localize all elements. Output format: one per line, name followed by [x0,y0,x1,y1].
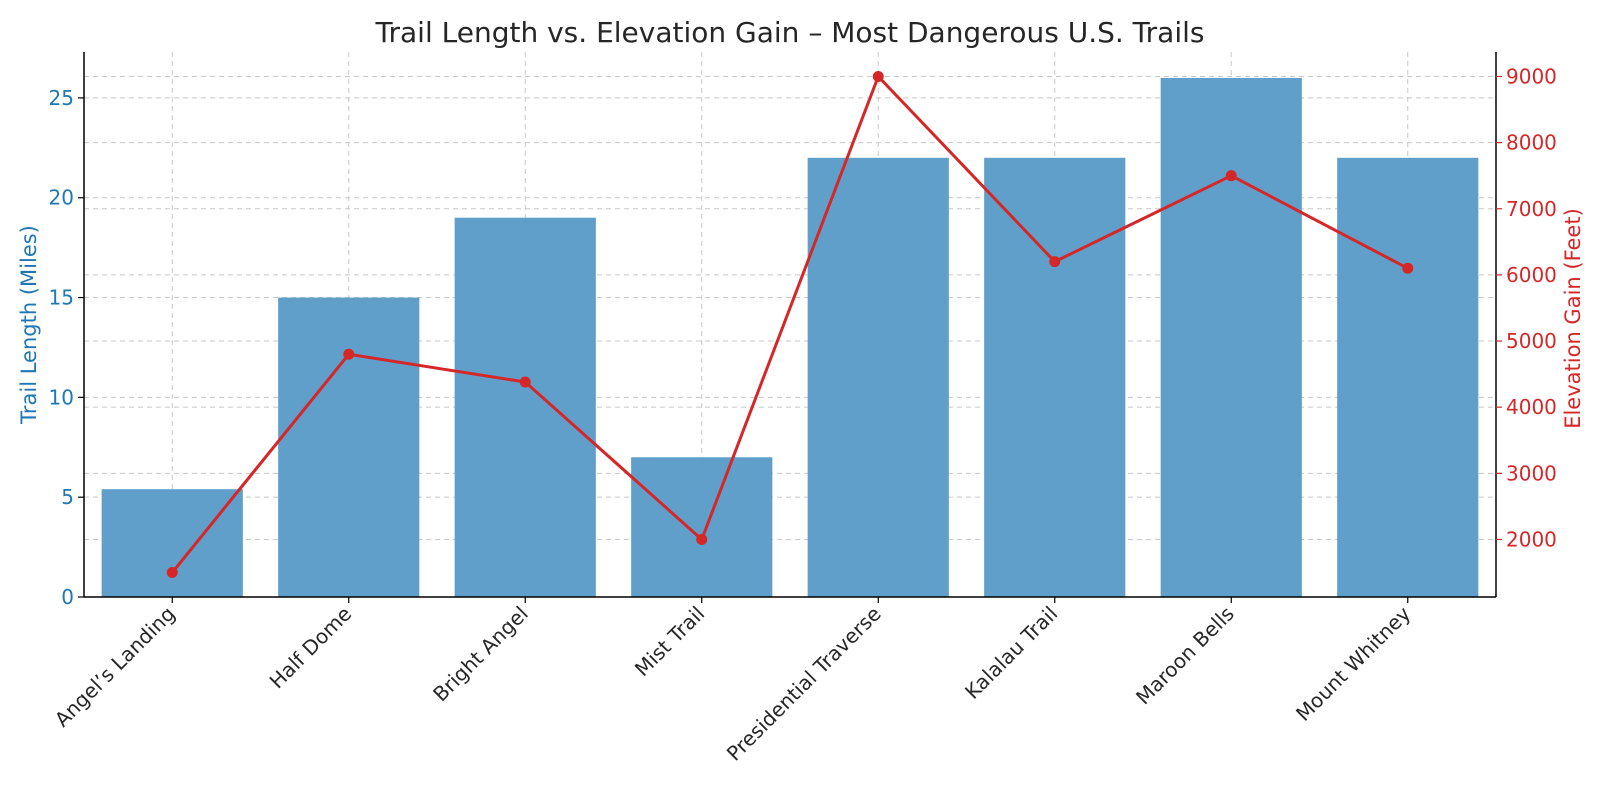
bar-7 [1337,157,1479,598]
elevation-point-6 [1225,170,1237,182]
bar-5 [984,157,1126,598]
right-tick-label-7000: 7000 [1506,197,1557,221]
x-tick-label-2: Bright Angel [428,602,533,707]
right-tick-label-4000: 4000 [1506,395,1557,419]
left-tick-label-25: 25 [49,86,74,110]
right-tick-label-6000: 6000 [1506,263,1557,287]
right-tick-label-8000: 8000 [1506,131,1557,155]
y-axis-label-left: Trail Length (Miles) [17,225,41,425]
elevation-point-0 [166,567,178,579]
chart-title: Trail Length vs. Elevation Gain – Most D… [375,16,1205,49]
left-tick-label-20: 20 [49,186,74,210]
left-axis-ticks: 0 5 10 15 20 25 [49,86,84,609]
bar-2 [454,217,596,597]
left-tick-label-0: 0 [61,585,74,609]
elevation-line [171,74,1409,574]
bar-3 [631,457,773,597]
elevation-point-7 [1402,262,1414,274]
x-tick-label-1: Half Dome [265,602,357,694]
bar-4 [807,157,949,598]
left-tick-label-10: 10 [49,385,74,409]
elevation-point-3 [696,533,708,545]
bar-1 [278,297,420,597]
left-tick-label-15: 15 [49,286,74,310]
left-tick-label-5: 5 [61,485,74,509]
x-tick-label-3: Mist Trail [630,602,709,681]
bar-series [101,77,1479,598]
x-axis-ticks: Angel’s Landing Half Dome Bright Angel Mist… [50,597,1415,766]
elevation-point-5 [1049,256,1061,268]
elevation-point-1 [343,348,355,360]
right-tick-label-3000: 3000 [1506,461,1557,485]
y-axis-label-right: Elevation Gain (Feet) [1561,208,1585,429]
bar-6 [1160,77,1302,597]
right-tick-label-5000: 5000 [1506,329,1557,353]
elevation-point-4 [872,70,884,82]
bar-0 [101,489,243,597]
x-tick-label-4: Presidential Traverse [722,602,886,766]
right-tick-label-9000: 9000 [1506,64,1557,88]
line-series [166,70,1414,579]
x-tick-label-7: Mount Whitney [1291,601,1415,725]
x-tick-label-5: Kalalau Trail [960,602,1062,704]
x-tick-label-0: Angel’s Landing [50,602,180,732]
elevation-point-2 [519,376,531,388]
right-axis-ticks: 2000 3000 4000 5000 6000 7000 8000 9000 [1496,64,1557,551]
x-tick-label-6: Maroon Bells [1131,602,1239,710]
right-tick-label-2000: 2000 [1506,527,1557,551]
